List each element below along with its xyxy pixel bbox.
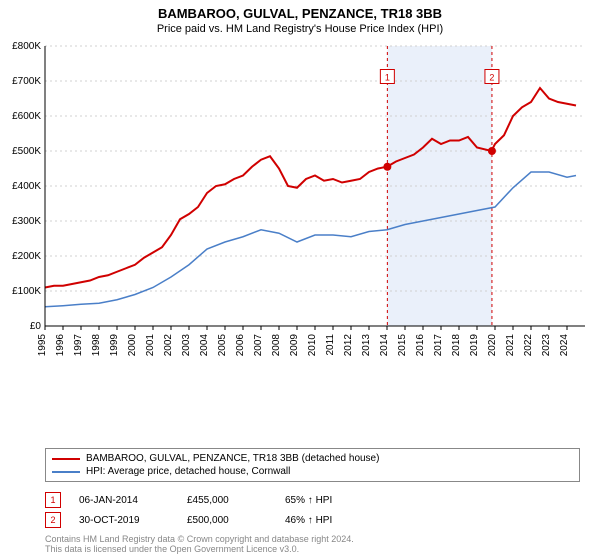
xtick-label: 2023 (541, 334, 552, 357)
ytick-label: £500K (12, 146, 41, 157)
ytick-label: £400K (12, 181, 41, 192)
transaction-price: £500,000 (187, 515, 267, 526)
xtick-label: 1995 (37, 334, 48, 357)
ytick-label: £0 (30, 321, 42, 332)
xtick-label: 2006 (235, 334, 246, 357)
legend-label: BAMBAROO, GULVAL, PENZANCE, TR18 3BB (de… (86, 453, 379, 464)
series-subject (45, 88, 576, 288)
xtick-label: 2004 (199, 334, 210, 357)
transaction-row: 2 30-OCT-2019 £500,000 46% ↑ HPI (45, 510, 580, 530)
xtick-label: 2021 (505, 334, 516, 357)
chart-container: BAMBAROO, GULVAL, PENZANCE, TR18 3BB Pri… (0, 0, 600, 560)
footnote-line2: This data is licensed under the Open Gov… (45, 544, 580, 554)
xtick-label: 2014 (379, 334, 390, 357)
chart-plot-area: £0 £100K £200K £300K £400K £500K £600K £700K £80… (0, 41, 600, 442)
xtick-label: 2010 (307, 334, 318, 357)
xtick-label: 2016 (415, 334, 426, 357)
xtick-label: 1997 (73, 334, 84, 357)
xtick-label: 2001 (145, 334, 156, 357)
xtick-label: 2000 (127, 334, 138, 357)
xtick-label: 2012 (343, 334, 354, 357)
xtick-label: 2011 (325, 334, 336, 356)
ytick-label: £100K (12, 286, 41, 297)
transaction-pct: 65% ↑ HPI (285, 495, 375, 506)
xtick-label: 2005 (217, 334, 228, 357)
ytick-label: £800K (12, 41, 41, 52)
ytick-label: £600K (12, 111, 41, 122)
xtick-label: 2022 (523, 334, 534, 357)
transaction-marker: 2 (45, 512, 61, 528)
legend: BAMBAROO, GULVAL, PENZANCE, TR18 3BB (de… (45, 448, 580, 482)
xtick-label: 2019 (469, 334, 480, 357)
transaction-marker: 1 (45, 492, 61, 508)
xtick-label: 2024 (559, 334, 570, 357)
legend-row: BAMBAROO, GULVAL, PENZANCE, TR18 3BB (de… (52, 452, 573, 465)
legend-row: HPI: Average price, detached house, Corn… (52, 465, 573, 478)
ytick-label: £200K (12, 251, 41, 262)
xtick-label: 1999 (109, 334, 120, 357)
xtick-label: 2015 (397, 334, 408, 357)
xtick-label: 2002 (163, 334, 174, 357)
xtick-label: 2009 (289, 334, 300, 357)
transactions-table: 1 06-JAN-2014 £455,000 65% ↑ HPI 2 30-OCT-201… (45, 490, 580, 530)
ytick-label: £300K (12, 216, 41, 227)
footnote-line1: Contains HM Land Registry data © Crown c… (45, 534, 580, 544)
footnote: Contains HM Land Registry data © Crown c… (45, 534, 580, 554)
marker-point (488, 147, 496, 155)
xtick-label: 2020 (487, 334, 498, 357)
xtick-label: 2007 (253, 334, 264, 357)
marker-label: 1 (385, 73, 390, 83)
xtick-label: 2008 (271, 334, 282, 357)
ytick-label: £700K (12, 76, 41, 87)
legend-swatch (52, 458, 80, 460)
legend-swatch (52, 471, 80, 473)
chart-svg: £0 £100K £200K £300K £400K £500K £600K £700K £80… (0, 41, 600, 371)
transaction-price: £455,000 (187, 495, 267, 506)
xtick-label: 2018 (451, 334, 462, 357)
transaction-date: 30-OCT-2019 (79, 515, 169, 526)
xtick-label: 2003 (181, 334, 192, 357)
transaction-row: 1 06-JAN-2014 £455,000 65% ↑ HPI (45, 490, 580, 510)
xtick-label: 1996 (55, 334, 66, 357)
marker-point (383, 163, 391, 171)
transaction-date: 06-JAN-2014 (79, 495, 169, 506)
series-hpi (45, 172, 576, 307)
xtick-label: 2017 (433, 334, 444, 357)
xtick-label: 2013 (361, 334, 372, 357)
transaction-pct: 46% ↑ HPI (285, 515, 375, 526)
xtick-label: 1998 (91, 334, 102, 357)
chart-title: BAMBAROO, GULVAL, PENZANCE, TR18 3BB (0, 0, 600, 23)
chart-subtitle: Price paid vs. HM Land Registry's House … (0, 23, 600, 41)
marker-label: 2 (489, 73, 494, 83)
legend-label: HPI: Average price, detached house, Corn… (86, 466, 290, 477)
